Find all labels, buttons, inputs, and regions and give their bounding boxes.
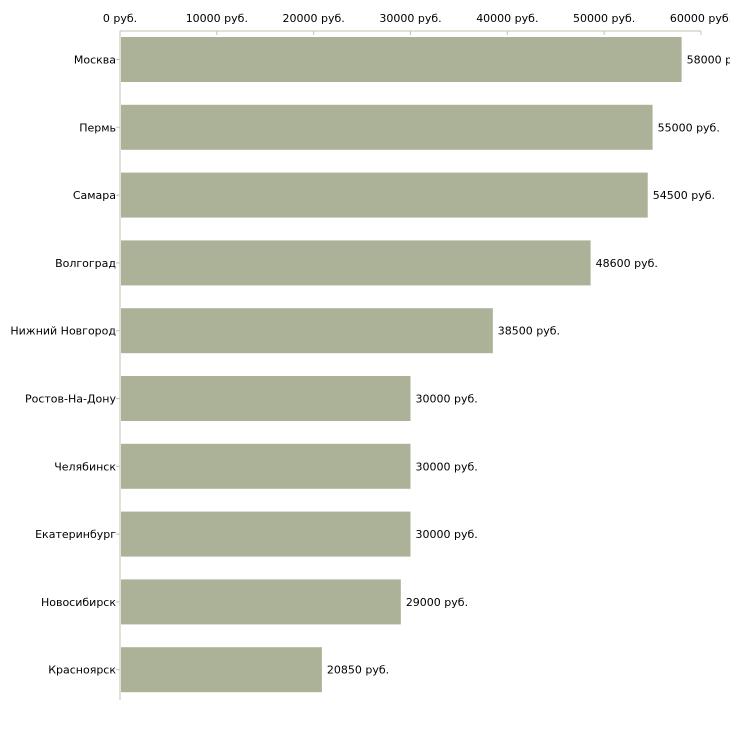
bar (121, 308, 493, 354)
bar (121, 579, 401, 625)
bar (121, 376, 411, 421)
value-label: 20850 руб. (327, 664, 389, 677)
x-tick-label: 40000 руб. (476, 12, 538, 25)
x-tick-label: 50000 руб. (573, 12, 635, 25)
category-label: Новосибирск (41, 596, 116, 609)
value-label: 30000 руб. (416, 460, 478, 473)
category-label: Красноярск (48, 664, 116, 677)
x-tick-label: 60000 руб. (670, 12, 730, 25)
category-label: Ростов-На-Дону (25, 393, 116, 406)
value-label: 55000 руб. (658, 121, 720, 134)
x-tick-label: 0 руб. (103, 12, 137, 25)
bar (121, 647, 322, 693)
category-label: Пермь (79, 121, 116, 134)
value-label: 29000 руб. (406, 596, 468, 609)
category-label: Челябинск (54, 460, 116, 473)
value-label: 30000 руб. (416, 528, 478, 541)
bar (121, 240, 591, 286)
value-label: 58000 руб. (687, 54, 730, 67)
x-tick-label: 30000 руб. (379, 12, 441, 25)
bar (121, 104, 653, 150)
value-label: 48600 руб. (596, 257, 658, 270)
category-label: Нижний Новгород (10, 325, 116, 338)
category-label: Екатеринбург (35, 528, 116, 541)
x-tick-label: 20000 руб. (283, 12, 345, 25)
bar (121, 37, 682, 82)
value-label: 30000 руб. (416, 393, 478, 406)
bar (121, 443, 411, 489)
category-label: Волгоград (55, 257, 116, 270)
bar (121, 172, 648, 218)
x-tick-label: 10000 руб. (186, 12, 248, 25)
value-label: 38500 руб. (498, 325, 560, 338)
category-label: Самара (73, 189, 116, 202)
value-label: 54500 руб. (653, 189, 715, 202)
category-label: Москва (74, 54, 116, 67)
bar (121, 511, 411, 557)
